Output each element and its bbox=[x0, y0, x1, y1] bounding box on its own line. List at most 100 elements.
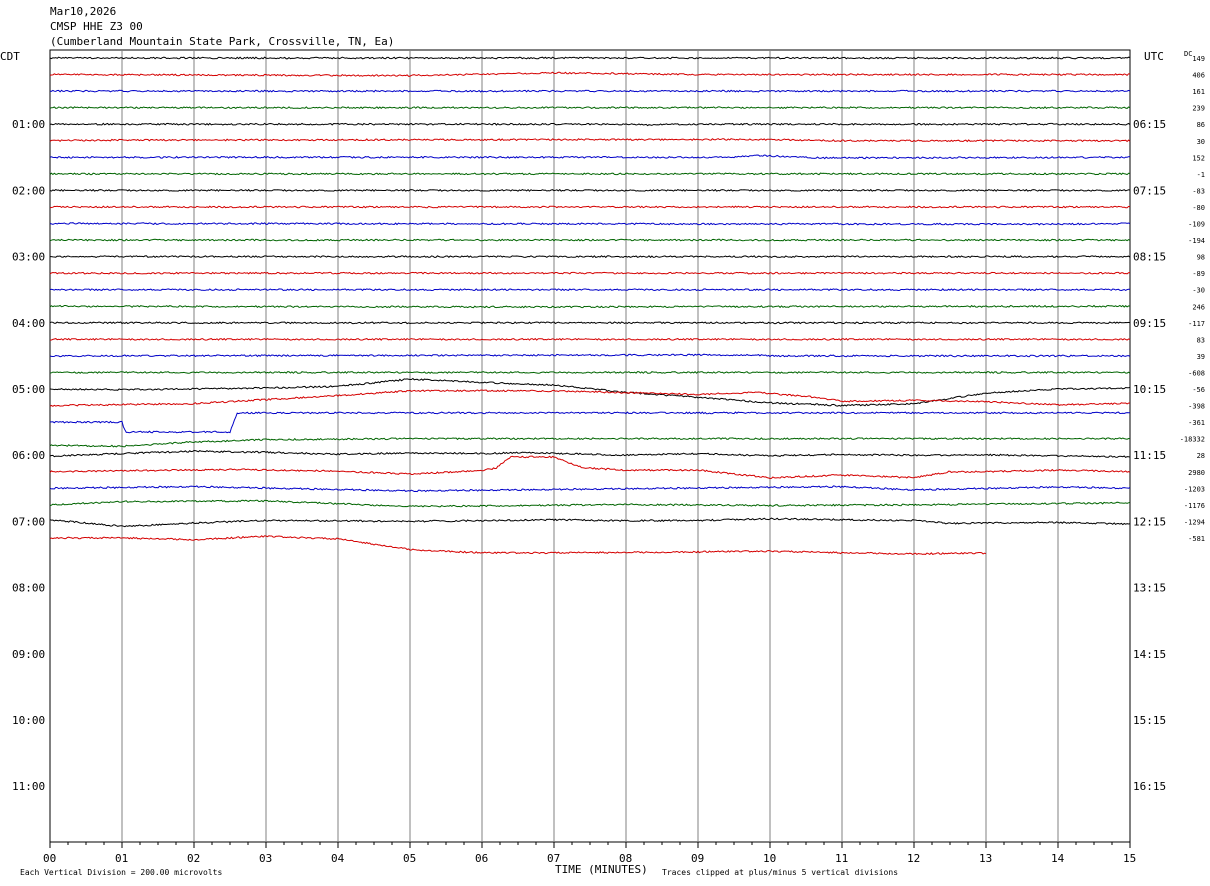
header-station: CMSP HHE Z3 00 bbox=[50, 20, 143, 33]
x-tick-label: 05 bbox=[403, 852, 416, 865]
dc-offset-label: 406 bbox=[1192, 72, 1205, 80]
trace-black bbox=[49, 517, 1131, 528]
x-tick-label: 00 bbox=[43, 852, 56, 865]
left-hour-label: 11:00 bbox=[12, 780, 45, 793]
trace-blue bbox=[49, 222, 1131, 226]
trace-red bbox=[49, 389, 1131, 407]
x-tick-label: 14 bbox=[1051, 852, 1065, 865]
trace-blue bbox=[49, 485, 1131, 493]
header-location: (Cumberland Mountain State Park, Crossvi… bbox=[50, 35, 395, 48]
left-hour-labels: 01:00 02:00 03:00 04:00 05:00 06:00 07:00 08:00… bbox=[12, 118, 45, 793]
right-hour-label: 15:15 bbox=[1133, 714, 1166, 727]
dc-offset-label: -80 bbox=[1192, 204, 1205, 212]
trace-green bbox=[49, 499, 1131, 508]
trace-black bbox=[49, 449, 1131, 459]
trace-blue bbox=[49, 353, 1131, 358]
dc-offset-header: DC bbox=[1184, 50, 1192, 58]
dc-offset-labels: 149 406 161 239 86 30 152 -1 -83 -80 -109 -194 98 -89… bbox=[1180, 55, 1205, 543]
plot-grid bbox=[49, 49, 1131, 843]
left-hour-label: 04:00 bbox=[12, 317, 45, 330]
dc-offset-label: 30 bbox=[1197, 138, 1205, 146]
plot-frame bbox=[49, 49, 1131, 843]
dc-offset-label: 239 bbox=[1192, 105, 1205, 113]
right-hour-label: 08:15 bbox=[1133, 251, 1166, 264]
dc-offset-label: 161 bbox=[1192, 88, 1205, 96]
dc-offset-label: -1203 bbox=[1184, 485, 1205, 493]
dc-offset-label: -89 bbox=[1192, 270, 1205, 278]
right-hour-label: 16:15 bbox=[1133, 780, 1166, 793]
dc-offset-label: -83 bbox=[1192, 187, 1205, 195]
trace-red bbox=[49, 71, 1131, 77]
dc-offset-label: -194 bbox=[1188, 237, 1205, 245]
trace-black bbox=[49, 321, 1131, 325]
x-tick-label: 08 bbox=[619, 852, 632, 865]
right-hour-label: 12:15 bbox=[1133, 515, 1166, 528]
x-tick-label: 10 bbox=[763, 852, 776, 865]
trace-red bbox=[49, 337, 1131, 341]
trace-red bbox=[49, 455, 1131, 480]
trace-blue bbox=[49, 411, 1130, 434]
trace-black bbox=[49, 377, 1131, 407]
trace-blue bbox=[49, 154, 1131, 160]
right-hour-label: 13:15 bbox=[1133, 582, 1166, 595]
left-hour-label: 09:00 bbox=[12, 648, 45, 661]
trace-black bbox=[49, 56, 1131, 60]
right-hour-label: 09:15 bbox=[1133, 317, 1166, 330]
clip-note: Traces clipped at plus/minus 5 vertical … bbox=[662, 868, 898, 877]
dc-offset-label: 246 bbox=[1192, 303, 1205, 311]
left-hour-label: 10:00 bbox=[12, 714, 45, 727]
dc-offset-label: 83 bbox=[1197, 336, 1205, 344]
right-hour-label: 11:15 bbox=[1133, 449, 1166, 462]
trace-green bbox=[49, 437, 1131, 448]
left-hour-label: 02:00 bbox=[12, 184, 45, 197]
trace-green bbox=[49, 304, 1131, 309]
x-axis-ticks: 00 01 02 03 04 05 06 07 08 09 10 11 12 13 14 15 bbox=[43, 842, 1136, 865]
dc-offset-label: 149 bbox=[1192, 55, 1205, 63]
dc-offset-label: -117 bbox=[1188, 320, 1205, 328]
x-tick-label: 13 bbox=[979, 852, 992, 865]
left-hour-label: 07:00 bbox=[12, 515, 45, 528]
dc-offset-label: 152 bbox=[1192, 154, 1205, 162]
x-tick-label: 09 bbox=[691, 852, 704, 865]
right-hour-labels: 06:15 07:15 08:15 09:15 10:15 11:15 12:15 13:15… bbox=[1133, 118, 1166, 793]
trace-green bbox=[49, 371, 1131, 374]
left-hour-label: 05:00 bbox=[12, 383, 45, 396]
dc-offset-label: -109 bbox=[1188, 221, 1205, 229]
right-hour-label: 06:15 bbox=[1133, 118, 1166, 131]
left-timezone-label: CDT bbox=[0, 50, 20, 63]
left-hour-label: 01:00 bbox=[12, 118, 45, 131]
x-tick-label: 04 bbox=[331, 852, 345, 865]
dc-offset-label: -30 bbox=[1192, 287, 1205, 295]
chart-header: Mar10,2026 CMSP HHE Z3 00 (Cumberland Moun… bbox=[50, 4, 394, 49]
trace-black bbox=[50, 255, 1131, 259]
dc-offset-label: 28 bbox=[1197, 452, 1205, 460]
trace-red bbox=[49, 535, 987, 556]
x-tick-label: 12 bbox=[907, 852, 920, 865]
dc-offset-label: -581 bbox=[1188, 535, 1205, 543]
right-timezone-label: UTC bbox=[1144, 50, 1164, 63]
trace-black bbox=[49, 188, 1131, 192]
trace-black bbox=[49, 122, 1131, 127]
trace-blue bbox=[49, 288, 1130, 292]
trace-green bbox=[49, 172, 1131, 176]
dc-offset-label: -608 bbox=[1188, 369, 1205, 377]
right-hour-label: 10:15 bbox=[1133, 383, 1166, 396]
x-tick-label: 03 bbox=[259, 852, 272, 865]
x-axis-title: TIME (MINUTES) bbox=[555, 863, 648, 876]
left-hour-label: 06:00 bbox=[12, 449, 45, 462]
trace-green bbox=[49, 106, 1131, 110]
dc-offset-label: -1 bbox=[1197, 171, 1205, 179]
dc-offset-label: -361 bbox=[1188, 419, 1205, 427]
trace-red bbox=[49, 205, 1131, 209]
dc-offset-label: 98 bbox=[1197, 254, 1205, 262]
trace-blue bbox=[49, 89, 1131, 93]
trace-red bbox=[49, 138, 1131, 143]
dc-offset-label: 86 bbox=[1197, 121, 1205, 129]
header-date: Mar10,2026 bbox=[50, 5, 117, 18]
x-tick-label: 01 bbox=[115, 852, 128, 865]
trace-green bbox=[49, 238, 1131, 242]
x-tick-label: 02 bbox=[187, 852, 200, 865]
dc-offset-label: -56 bbox=[1192, 386, 1205, 394]
x-tick-label: 11 bbox=[835, 852, 848, 865]
